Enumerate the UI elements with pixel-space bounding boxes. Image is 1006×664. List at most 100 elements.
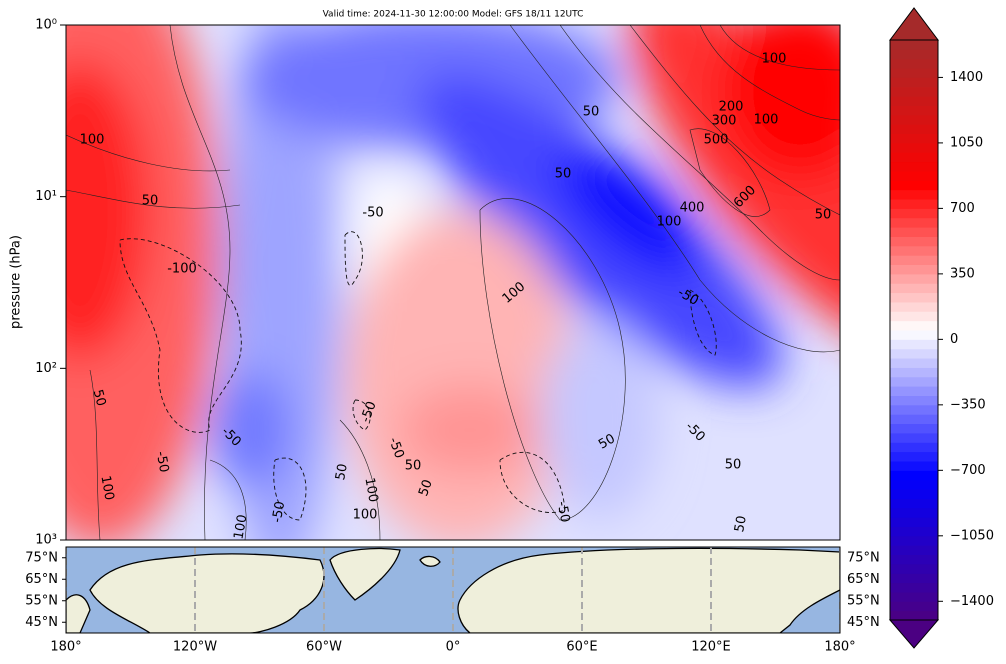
y-tick-label: 10¹ bbox=[35, 189, 57, 204]
y-tick-label: 10³ bbox=[35, 533, 57, 548]
y-tick-label: 10⁰ bbox=[35, 18, 57, 33]
contour-label: 50 bbox=[732, 515, 750, 534]
colorbar-tick-label: −700 bbox=[950, 463, 986, 478]
colorbar-tick-label: 350 bbox=[950, 266, 975, 281]
chart-title: Valid time: 2024-11-30 12:00:00 Model: G… bbox=[323, 10, 584, 20]
contour-label: 100 bbox=[754, 113, 779, 128]
colorbar-band bbox=[890, 442, 938, 453]
colorbar-extend-top bbox=[889, 7, 939, 41]
colorbar-band bbox=[890, 58, 938, 69]
contour-label: 50 bbox=[416, 478, 436, 499]
y-tick-label: 75°N bbox=[25, 550, 58, 565]
field bbox=[66, 25, 840, 540]
y-tick-label: 45°N bbox=[25, 615, 58, 630]
contour-label: -50 bbox=[385, 435, 406, 460]
y-tick-label-right: 45°N bbox=[847, 615, 880, 630]
y-tick-label: 65°N bbox=[25, 572, 58, 587]
colorbar-band bbox=[890, 311, 938, 322]
colorbar-band bbox=[890, 573, 938, 584]
colorbar-band bbox=[890, 423, 938, 434]
x-tick-label: 180° bbox=[50, 640, 81, 655]
colorbar-tick-label: 1050 bbox=[950, 135, 983, 150]
colorbar-band bbox=[890, 273, 938, 284]
map bbox=[66, 547, 840, 633]
colorbar-band bbox=[890, 591, 938, 602]
x-tick-label: 0° bbox=[446, 640, 461, 655]
colorbar-band bbox=[890, 358, 938, 368]
y-axis-label: pressure (hPa) bbox=[9, 235, 24, 329]
colorbar-band bbox=[890, 339, 938, 350]
axes-frame bbox=[65, 24, 841, 541]
colorbar-band bbox=[890, 96, 938, 106]
colorbar-band bbox=[890, 40, 938, 50]
colorbar-band bbox=[890, 460, 938, 471]
colorbar-band bbox=[890, 545, 938, 556]
colorbar-tick-label: −1400 bbox=[950, 594, 994, 609]
colorbar-band bbox=[890, 489, 938, 499]
x-tick-label: 180° bbox=[824, 640, 855, 655]
map-frame bbox=[65, 546, 841, 634]
colorbar-band bbox=[890, 367, 938, 378]
contour-label: 50 bbox=[583, 105, 600, 120]
colorbar-tick-label: 0 bbox=[950, 332, 958, 347]
contour-label: -50 bbox=[270, 500, 288, 524]
contour-label: 200 bbox=[719, 100, 744, 115]
colorbar-band bbox=[890, 451, 938, 462]
contour-label: 100 bbox=[97, 474, 116, 501]
contour-label: 500 bbox=[704, 133, 729, 148]
colorbar-band bbox=[890, 610, 938, 621]
colorbar-tick-label: 700 bbox=[950, 201, 975, 216]
x-tick-label: 120°E bbox=[691, 640, 731, 655]
y-tick-label-right: 75°N bbox=[847, 550, 880, 565]
contour-label: 50 bbox=[815, 208, 832, 223]
x-tick-label: 60°E bbox=[566, 640, 597, 655]
contour-label: 50 bbox=[90, 388, 109, 408]
colorbar-band bbox=[890, 105, 938, 116]
colorbar-band bbox=[890, 404, 938, 415]
colorbar-band bbox=[890, 301, 938, 312]
contour-label: 100 bbox=[657, 215, 682, 230]
colorbar-band bbox=[890, 498, 938, 509]
colorbar-band bbox=[890, 376, 938, 387]
contour-label: -50 bbox=[358, 399, 379, 424]
colorbar-frame bbox=[889, 39, 939, 621]
colorbar-band bbox=[890, 432, 938, 443]
colorbar-band bbox=[890, 395, 938, 406]
contour-label: 50 bbox=[142, 194, 159, 209]
colorbar-band bbox=[890, 236, 938, 247]
colorbar-band bbox=[890, 49, 938, 60]
colorbar: 1400 1050 700 350 0 −350 −700 −1050 −1400 bbox=[888, 7, 994, 649]
contour-label: 50 bbox=[725, 458, 742, 473]
colorbar-band bbox=[890, 227, 938, 237]
colorbar-band bbox=[890, 479, 938, 490]
y-tick-label-right: 55°N bbox=[847, 593, 880, 608]
colorbar-band bbox=[890, 386, 938, 396]
contour-label: 100 bbox=[80, 133, 105, 148]
colorbar-band bbox=[890, 161, 938, 172]
colorbar-band bbox=[890, 535, 938, 546]
contour-label: 100 bbox=[231, 513, 250, 540]
colorbar-band bbox=[890, 526, 938, 537]
colorbar-tick-label: −350 bbox=[950, 397, 986, 412]
colorbar-band bbox=[890, 208, 938, 219]
contour-label: -50 bbox=[554, 500, 572, 524]
colorbar-band bbox=[890, 283, 938, 294]
colorbar-band bbox=[890, 199, 938, 209]
contour-label: 100 bbox=[762, 52, 787, 67]
colorbar-band bbox=[890, 152, 938, 163]
contour-label: 100 bbox=[353, 508, 378, 523]
colorbar-tick-label: 1400 bbox=[950, 70, 983, 85]
contour-label: 50 bbox=[405, 459, 422, 474]
colorbar-band bbox=[890, 330, 938, 340]
colorbar-extend-bottom bbox=[888, 619, 940, 649]
colorbar-band bbox=[890, 170, 938, 181]
colorbar-band bbox=[890, 517, 938, 527]
colorbar-band bbox=[890, 217, 938, 228]
colorbar-band bbox=[890, 563, 938, 574]
colorbar-band bbox=[890, 133, 938, 144]
contour-label: -50 bbox=[362, 206, 383, 221]
colorbar-band bbox=[890, 601, 938, 612]
y-tick-label: 55°N bbox=[25, 593, 58, 608]
colorbar-band bbox=[890, 142, 938, 153]
colorbar-band bbox=[890, 245, 938, 256]
